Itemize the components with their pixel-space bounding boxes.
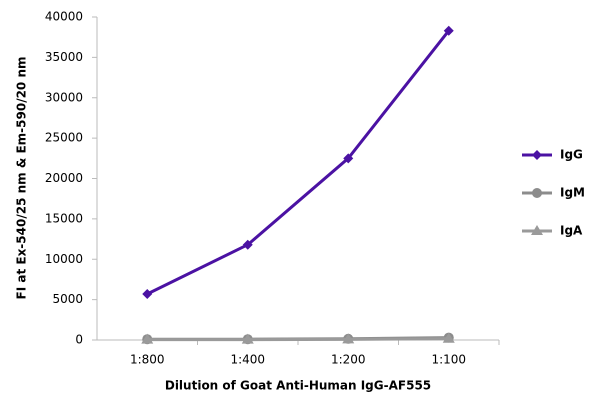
point — [141, 333, 154, 344]
point — [342, 333, 355, 344]
y-tick-label: 15000 — [45, 211, 83, 225]
point — [241, 333, 254, 344]
legend-label: IgG — [560, 148, 583, 162]
x-tick-label: 1:800 — [130, 353, 165, 367]
legend-marker — [532, 150, 542, 160]
y-tick-label: 0 — [75, 333, 83, 347]
legend-marker — [531, 225, 543, 235]
y-axis-label: FI at Ex-540/25 nm & Em-590/20 nm — [15, 57, 29, 300]
y-tick-label: 30000 — [45, 90, 83, 104]
point — [242, 239, 253, 250]
x-tick-label: 1:200 — [331, 353, 366, 367]
y-tick-label: 20000 — [45, 171, 83, 185]
legend-marker — [532, 188, 542, 198]
legend-label: IgM — [560, 186, 585, 200]
y-tick-label: 35000 — [45, 50, 83, 64]
y-tick-label: 25000 — [45, 131, 83, 145]
line — [147, 337, 449, 342]
y-tick-label: 40000 — [45, 10, 83, 24]
point — [443, 25, 454, 36]
y-tick-label: 5000 — [52, 292, 83, 306]
y-tick-label: 10000 — [45, 252, 83, 266]
point — [142, 288, 153, 299]
point — [343, 153, 354, 164]
x-tick-label: 1:100 — [431, 353, 466, 367]
x-axis-label: Dilution of Goat Anti-Human IgG-AF555 — [165, 379, 431, 393]
line — [146, 29, 450, 296]
point — [442, 332, 455, 343]
legend-label: IgA — [560, 224, 583, 238]
x-tick-label: 1:400 — [230, 353, 265, 367]
